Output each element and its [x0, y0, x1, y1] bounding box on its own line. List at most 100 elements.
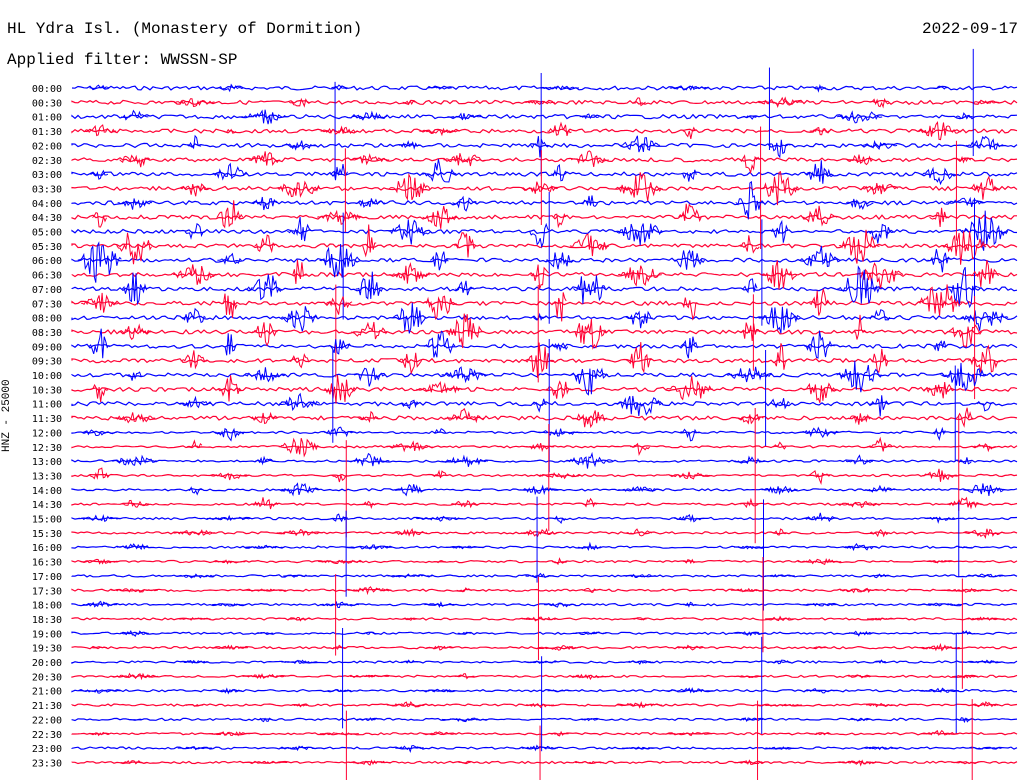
- event-burst: [572, 318, 607, 350]
- event-burst: [430, 251, 449, 271]
- event-burst: [324, 426, 356, 438]
- trace-line: [71, 674, 1018, 679]
- event-burst: [447, 112, 482, 121]
- event-burst: [669, 85, 709, 91]
- event-burst: [188, 486, 202, 496]
- event-burst: [837, 265, 883, 304]
- event-burst: [773, 528, 787, 536]
- event-burst: [433, 428, 447, 434]
- event-burst: [80, 558, 120, 565]
- event-burst: [422, 205, 458, 229]
- event-burst: [801, 205, 838, 227]
- trace-line: [71, 703, 1018, 707]
- event-burst: [669, 471, 711, 480]
- event-burst: [740, 497, 759, 509]
- event-burst: [416, 515, 463, 522]
- trace-line: [71, 459, 1018, 463]
- event-burst: [804, 687, 835, 694]
- event-burst: [279, 745, 321, 752]
- event-burst: [579, 113, 600, 120]
- event-burst: [351, 321, 388, 340]
- event-burst: [967, 659, 1002, 664]
- event-burst: [317, 209, 363, 225]
- trace-line: [71, 631, 1018, 636]
- trace-line: [71, 502, 1018, 506]
- event-burst: [626, 528, 653, 537]
- event-burst: [333, 644, 347, 650]
- event-burst: [758, 96, 802, 108]
- event-burst: [539, 85, 579, 91]
- row-label: 18:00: [32, 601, 62, 612]
- event-burst: [424, 601, 455, 609]
- event-burst: [850, 718, 870, 722]
- event-burst: [278, 392, 321, 412]
- event-burst: [803, 382, 837, 403]
- event-burst: [618, 485, 662, 493]
- event-burst: [869, 97, 890, 109]
- row-label: 08:30: [32, 328, 62, 339]
- event-burst: [973, 443, 996, 453]
- event-burst: [740, 322, 761, 342]
- event-burst: [918, 602, 962, 607]
- event-burst: [251, 322, 278, 347]
- event-burst: [666, 687, 714, 694]
- event-burst: [970, 100, 1000, 105]
- event-bursts: [77, 48, 1009, 780]
- event-burst: [632, 617, 647, 621]
- event-burst: [956, 112, 973, 120]
- event-burst: [967, 747, 1002, 750]
- event-burst: [735, 180, 764, 220]
- trace-line: [71, 386, 1018, 393]
- event-burst: [683, 558, 696, 565]
- event-burst: [757, 703, 803, 707]
- row-label: 05:00: [32, 228, 62, 239]
- event-burst: [582, 587, 598, 593]
- event-burst: [623, 573, 657, 579]
- event-burst: [354, 198, 386, 209]
- event-burst: [948, 266, 981, 309]
- event-burst: [400, 399, 419, 410]
- event-burst: [625, 342, 652, 374]
- row-label: 19:30: [32, 644, 62, 655]
- row-label: 22:30: [32, 730, 62, 741]
- event-burst: [870, 573, 889, 579]
- event-burst: [538, 428, 582, 437]
- event-burst: [454, 673, 475, 680]
- event-burst: [276, 528, 324, 537]
- row-label: 12:30: [32, 443, 62, 454]
- event-burst: [111, 588, 158, 593]
- event-burst: [617, 700, 663, 709]
- event-burst: [809, 732, 831, 736]
- event-burst: [856, 262, 904, 290]
- event-burst: [813, 83, 827, 93]
- event-burst: [764, 573, 795, 578]
- row-label: 20:00: [32, 658, 62, 669]
- event-burst: [77, 514, 122, 523]
- event-burst: [946, 324, 982, 348]
- event-burst: [916, 284, 963, 316]
- event-burst: [614, 223, 663, 246]
- event-burst: [570, 150, 609, 167]
- event-burst: [920, 729, 959, 736]
- event-burst: [537, 644, 582, 651]
- event-burst: [186, 439, 203, 449]
- event-burst: [581, 717, 598, 722]
- event-burst: [281, 306, 318, 332]
- event-burst: [926, 560, 953, 564]
- trace-line: [71, 314, 1018, 321]
- event-burst: [248, 151, 281, 166]
- event-burst: [865, 223, 893, 244]
- event-burst: [804, 330, 835, 359]
- event-burst: [955, 717, 974, 724]
- row-label: 10:30: [32, 385, 62, 396]
- event-burst: [78, 688, 121, 694]
- event-burst: [733, 455, 766, 465]
- event-burst: [569, 233, 610, 257]
- event-burst: [674, 513, 705, 523]
- event-burst: [257, 717, 272, 723]
- event-burst: [761, 260, 798, 290]
- event-burst: [772, 441, 787, 450]
- event-burst: [250, 497, 279, 510]
- event-burst: [111, 672, 159, 681]
